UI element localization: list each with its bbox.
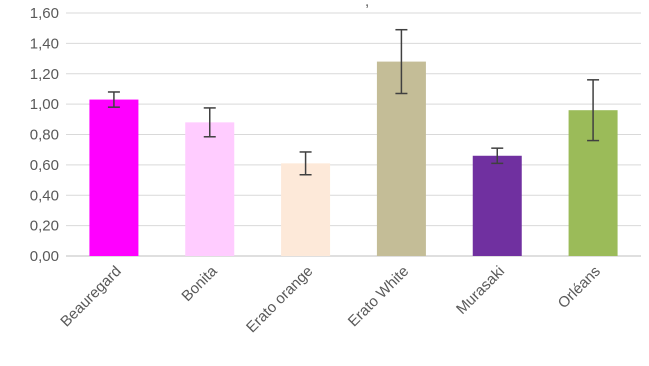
gridlines — [66, 12, 641, 257]
bar-bonita — [185, 122, 235, 256]
error-bar — [491, 147, 504, 165]
error-bar — [203, 107, 216, 138]
y-tick-label: 1,20 — [30, 66, 59, 83]
x-axis-labels: Beauregard Bonita Erato orange Erato White M… — [57, 262, 604, 336]
bars — [89, 61, 618, 256]
chart-title-fragment: , — [365, 0, 369, 10]
x-tick-label: Orléans — [555, 263, 604, 312]
x-tick-label: Beauregard — [57, 263, 124, 330]
error-bar — [299, 151, 312, 176]
error-bars — [107, 28, 600, 176]
y-tick-label: 0,40 — [30, 187, 59, 204]
y-tick-label: 0,80 — [30, 127, 59, 144]
y-tick-label: 1,00 — [30, 96, 59, 113]
bar-murasaki — [472, 155, 522, 256]
x-tick-label: Bonita — [178, 262, 221, 305]
y-tick-label: 0,60 — [30, 157, 59, 174]
bar-erato-orange — [281, 163, 331, 256]
y-tick-label: 1,40 — [30, 35, 59, 52]
error-bar — [395, 28, 408, 95]
y-tick-label: 1,60 — [30, 5, 59, 22]
x-tick-label: Murasaki — [453, 263, 508, 318]
bar-beauregard — [89, 99, 139, 256]
y-tick-label: 0,00 — [30, 248, 59, 265]
error-bar — [107, 91, 120, 108]
y-axis-ticks: 0,00 0,20 0,40 0,60 0,80 1,00 1,20 1,40 1,60 — [30, 5, 59, 265]
x-tick-label: Erato orange — [243, 263, 316, 336]
y-tick-label: 0,20 — [30, 218, 59, 235]
x-tick-label: Erato White — [345, 263, 412, 330]
error-bar — [587, 79, 600, 142]
